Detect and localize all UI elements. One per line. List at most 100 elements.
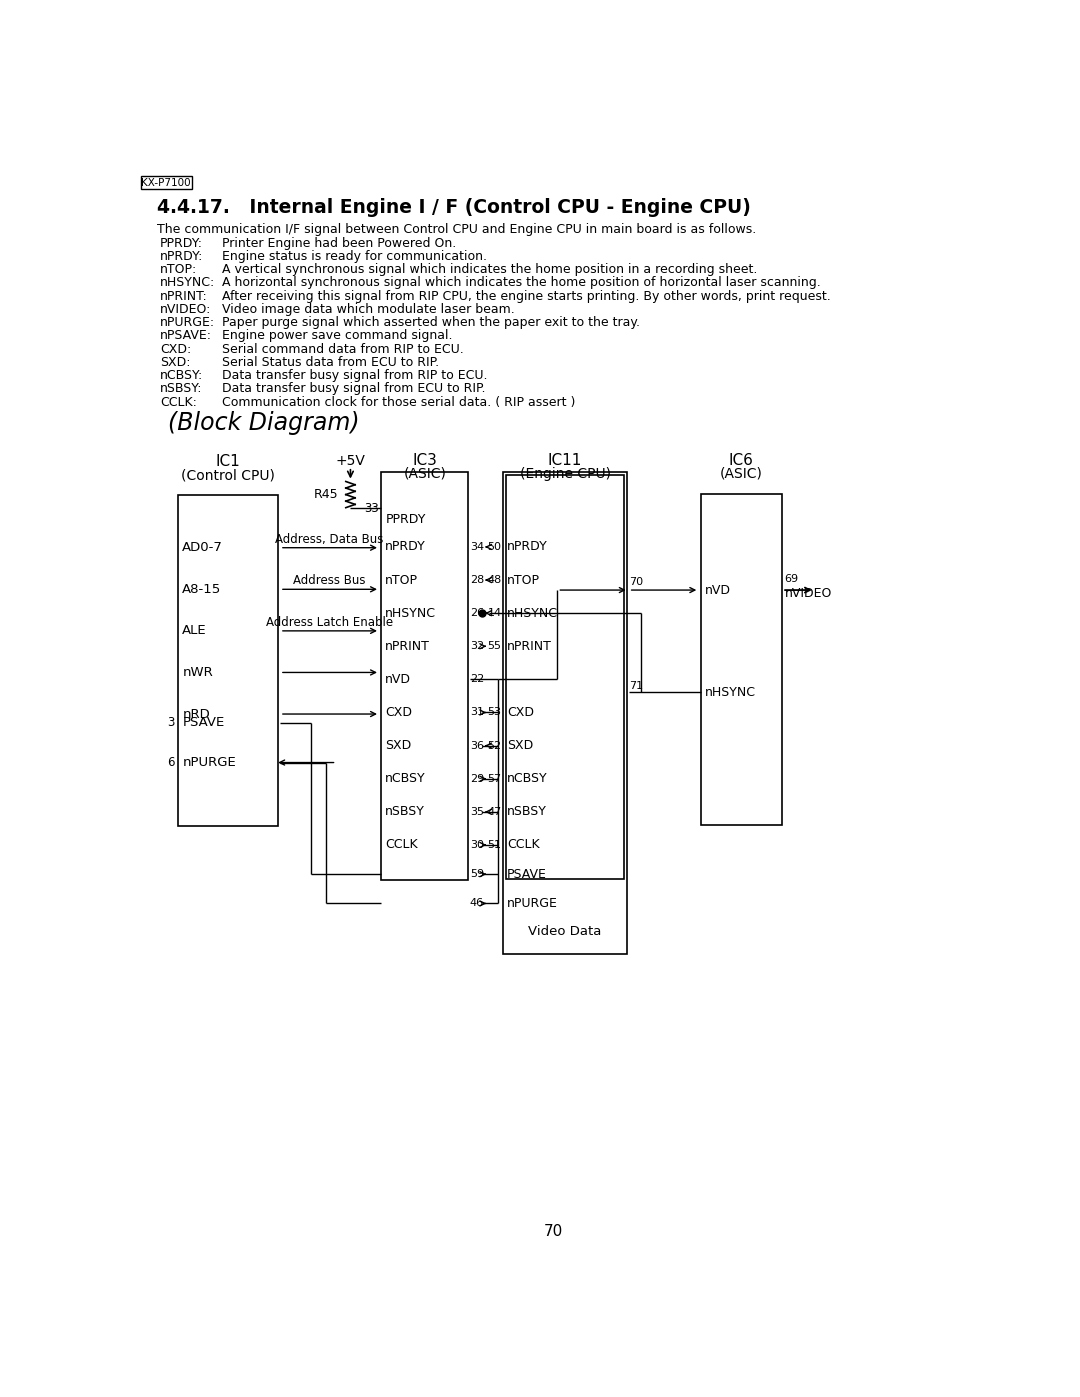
Text: nPRINT: nPRINT	[507, 640, 552, 652]
Text: nSBSY: nSBSY	[507, 805, 546, 819]
Text: PSAVE: PSAVE	[183, 717, 225, 729]
Text: PPRDY:: PPRDY:	[160, 236, 203, 250]
Text: nSBSY: nSBSY	[386, 805, 426, 819]
Text: Address Latch Enable: Address Latch Enable	[266, 616, 393, 629]
Text: nHSYNC: nHSYNC	[386, 606, 436, 620]
Text: nPRDY:: nPRDY:	[160, 250, 203, 263]
Text: 3: 3	[167, 717, 175, 729]
Text: (Control CPU): (Control CPU)	[181, 468, 275, 482]
Text: nTOP:: nTOP:	[160, 263, 197, 277]
Text: CCLK:: CCLK:	[160, 395, 197, 408]
Text: After receiving this signal from RIP CPU, the engine starts printing. By other w: After receiving this signal from RIP CPU…	[221, 289, 831, 303]
Text: 34: 34	[470, 542, 484, 552]
Text: 33: 33	[364, 502, 379, 515]
Text: 71: 71	[630, 682, 644, 692]
Text: nPRINT: nPRINT	[386, 640, 430, 652]
Text: Video Data: Video Data	[528, 925, 602, 939]
Bar	[381, 472, 469, 880]
Text: IC1: IC1	[216, 454, 241, 469]
Text: Paper purge signal which asserted when the paper exit to the tray.: Paper purge signal which asserted when t…	[221, 316, 639, 330]
Text: Printer Engine had been Powered On.: Printer Engine had been Powered On.	[221, 236, 456, 250]
Text: 53: 53	[487, 707, 501, 718]
Text: CCLK: CCLK	[507, 838, 540, 851]
Text: AD0-7: AD0-7	[183, 541, 224, 555]
Text: nCBSY: nCBSY	[507, 773, 548, 785]
Text: 28: 28	[470, 576, 484, 585]
Text: nPURGE: nPURGE	[183, 756, 237, 768]
Text: SXD: SXD	[507, 739, 534, 752]
Text: (Engine CPU): (Engine CPU)	[519, 467, 610, 481]
Text: Engine power save command signal.: Engine power save command signal.	[221, 330, 453, 342]
Text: A vertical synchronous signal which indicates the home position in a recording s: A vertical synchronous signal which indi…	[221, 263, 757, 277]
Text: Serial command data from RIP to ECU.: Serial command data from RIP to ECU.	[221, 342, 463, 356]
Text: SXD:: SXD:	[160, 356, 190, 369]
Text: nPURGE:: nPURGE:	[160, 316, 215, 330]
Text: Data transfer busy signal from ECU to RIP.: Data transfer busy signal from ECU to RI…	[221, 383, 485, 395]
Text: 70: 70	[630, 577, 644, 587]
Text: 57: 57	[487, 774, 501, 784]
Text: nPSAVE:: nPSAVE:	[160, 330, 212, 342]
Text: nTOP: nTOP	[507, 574, 540, 587]
Text: nVD: nVD	[386, 673, 411, 686]
Text: SXD: SXD	[386, 739, 411, 752]
Text: 14: 14	[487, 608, 501, 617]
Text: nHSYNC:: nHSYNC:	[160, 277, 215, 289]
Text: IC6: IC6	[729, 453, 754, 468]
Text: PPRDY: PPRDY	[387, 514, 427, 527]
Text: nSBSY:: nSBSY:	[160, 383, 202, 395]
Text: KX-P7100: KX-P7100	[141, 177, 191, 189]
Text: nRD: nRD	[183, 707, 210, 721]
Text: (Block Diagram): (Block Diagram)	[167, 411, 360, 434]
Bar	[701, 493, 782, 824]
Text: R45: R45	[313, 488, 338, 502]
Text: 26: 26	[470, 608, 484, 617]
Text: 46: 46	[470, 898, 484, 908]
Bar	[141, 176, 191, 189]
Text: The communication I/F signal between Control CPU and Engine CPU in main board is: The communication I/F signal between Con…	[157, 222, 756, 236]
Text: Address, Data Bus: Address, Data Bus	[275, 532, 383, 546]
Text: 22: 22	[470, 675, 484, 685]
Text: 31: 31	[470, 707, 484, 718]
Text: CCLK: CCLK	[386, 838, 418, 851]
Text: 48: 48	[487, 576, 501, 585]
Text: nTOP: nTOP	[386, 574, 418, 587]
Text: 36: 36	[470, 740, 484, 750]
Text: nHSYNC: nHSYNC	[704, 686, 756, 698]
Text: 55: 55	[487, 641, 501, 651]
Text: Communication clock for those serial data. ( RIP assert ): Communication clock for those serial dat…	[221, 395, 576, 408]
Text: 70: 70	[544, 1224, 563, 1239]
Text: nVD: nVD	[704, 584, 731, 597]
Text: Engine status is ready for communication.: Engine status is ready for communication…	[221, 250, 487, 263]
Text: Video image data which modulate laser beam.: Video image data which modulate laser be…	[221, 303, 514, 316]
Text: nWR: nWR	[183, 666, 213, 679]
Text: 29: 29	[470, 774, 484, 784]
Text: CXD: CXD	[507, 705, 534, 719]
Text: CXD: CXD	[386, 705, 413, 719]
Text: A8-15: A8-15	[183, 583, 221, 595]
Text: PSAVE: PSAVE	[507, 868, 546, 880]
Text: nPRDY: nPRDY	[386, 541, 427, 553]
Text: 59: 59	[470, 869, 484, 879]
Bar	[503, 472, 627, 954]
Text: nCBSY: nCBSY	[386, 773, 426, 785]
Text: 69: 69	[784, 574, 798, 584]
Text: nVIDEO: nVIDEO	[784, 587, 832, 601]
Text: CXD:: CXD:	[160, 342, 191, 356]
Text: A horizontal synchronous signal which indicates the home position of horizontal : A horizontal synchronous signal which in…	[221, 277, 821, 289]
Text: nPRDY: nPRDY	[507, 541, 548, 553]
Text: nVIDEO:: nVIDEO:	[160, 303, 212, 316]
Text: nPURGE: nPURGE	[507, 897, 558, 909]
Text: 52: 52	[487, 740, 501, 750]
Text: 30: 30	[470, 840, 484, 849]
Text: (ASIC): (ASIC)	[719, 467, 762, 481]
Text: (ASIC): (ASIC)	[404, 467, 446, 481]
Text: Serial Status data from ECU to RIP.: Serial Status data from ECU to RIP.	[221, 356, 438, 369]
Text: nHSYNC: nHSYNC	[507, 606, 558, 620]
Bar	[507, 475, 624, 879]
Text: Address Bus: Address Bus	[294, 574, 366, 587]
Text: 6: 6	[167, 756, 175, 768]
Text: 47: 47	[487, 807, 501, 817]
Text: 51: 51	[487, 840, 501, 849]
Text: +5V: +5V	[336, 454, 365, 468]
Bar	[177, 496, 279, 827]
